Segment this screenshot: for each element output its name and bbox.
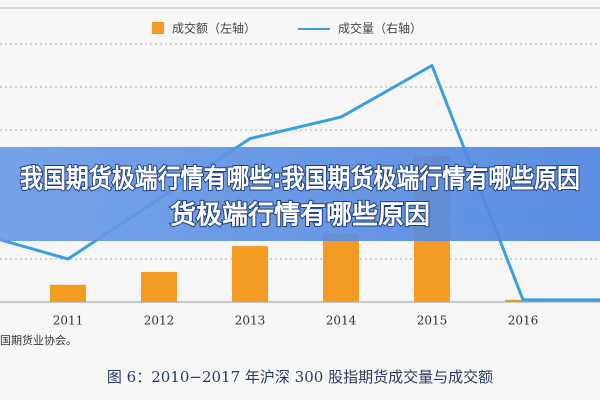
x-tick-label: 2014 bbox=[326, 314, 357, 328]
x-tick-label: 2012 bbox=[144, 314, 175, 328]
banner bbox=[0, 147, 600, 241]
legend-label: 成交量（右轴） bbox=[338, 21, 422, 36]
bar bbox=[323, 233, 359, 302]
x-tick-label: 2016 bbox=[508, 314, 539, 328]
line bbox=[0, 64, 600, 302]
plot-area: 2011 2012 2013 2014 2015 2016 bbox=[0, 43, 600, 328]
legend-swatch bbox=[152, 22, 164, 34]
caption: 图 6：2010−2017 年沪深 300 股指期货成交量与成交额 bbox=[107, 368, 493, 386]
bar bbox=[232, 246, 268, 302]
banner-title: 货极端行情有哪些原因 bbox=[170, 200, 430, 231]
banner-title: 我国期货极端行情有哪些:我国期货极端行情有哪些原因 bbox=[20, 164, 580, 195]
bar bbox=[141, 271, 177, 302]
legend-label: 成交额（左轴） bbox=[172, 21, 256, 36]
source-note: 国期货业协会。 bbox=[0, 333, 77, 347]
bar bbox=[50, 284, 86, 302]
x-tick-label: 2013 bbox=[235, 314, 266, 328]
x-tick-label: 2011 bbox=[53, 314, 84, 328]
x-tick-label: 2015 bbox=[417, 314, 448, 328]
